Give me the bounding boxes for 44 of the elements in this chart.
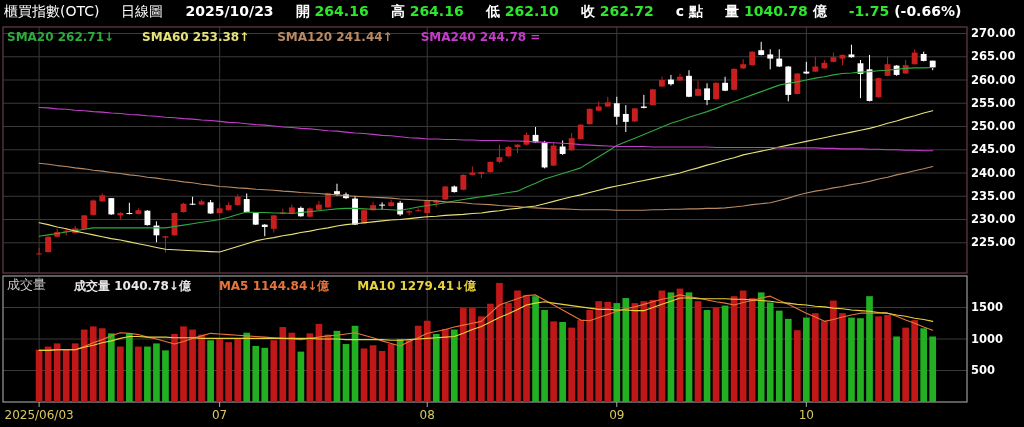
xtick: 10 xyxy=(798,408,814,422)
ytick: 230.00 xyxy=(971,212,1016,226)
ytick: 250.00 xyxy=(971,119,1016,133)
ytick: 1500 xyxy=(971,300,1003,314)
header: 高 xyxy=(390,3,405,19)
legend: SMA240 244.78 = xyxy=(420,30,541,44)
ytick: 270.00 xyxy=(971,26,1016,40)
header: 億 xyxy=(812,3,827,19)
ytick: 245.00 xyxy=(971,142,1016,157)
ytick: 265.00 xyxy=(971,49,1016,64)
header: 264.16 xyxy=(409,3,464,19)
header: 開 xyxy=(295,3,310,19)
header: c xyxy=(675,3,685,19)
legend: MA5 1144.84↓億 xyxy=(218,279,330,293)
xtick: 08 xyxy=(419,408,435,422)
header: 2025/10/23 xyxy=(185,3,274,19)
header: -1.75 xyxy=(848,3,890,19)
ytick: 500 xyxy=(971,363,995,377)
ytick: 255.00 xyxy=(971,95,1016,110)
xtick: 2025/06/03 xyxy=(4,408,74,422)
header: 點 xyxy=(689,3,704,19)
legend: SMA60 253.38↑ xyxy=(142,30,250,44)
header: 262.10 xyxy=(504,3,559,19)
ytick: 235.00 xyxy=(971,188,1016,203)
header: (-0.66%) xyxy=(894,3,962,19)
xtick: 07 xyxy=(212,408,228,422)
header: 量 xyxy=(725,3,740,19)
header: 櫃買指數(OTC) xyxy=(4,3,100,19)
ytick: 240.00 xyxy=(971,165,1016,180)
header: 日線圖 xyxy=(121,3,164,19)
header: 262.72 xyxy=(599,3,654,19)
legend: SMA20 262.71↓ xyxy=(7,30,115,44)
legend: MA10 1279.41↓億 xyxy=(357,279,477,293)
ytick: 225.00 xyxy=(971,235,1016,250)
legend: SMA120 241.44↑ xyxy=(277,30,393,44)
legend: 成交量 1040.78↓億 xyxy=(74,279,191,293)
header: 低 xyxy=(485,3,500,19)
header: 1040.78 xyxy=(744,3,808,19)
ytick: 1000 xyxy=(971,331,1003,346)
xtick: 09 xyxy=(609,408,625,422)
ytick: 260.00 xyxy=(971,72,1016,87)
title: 成交量 xyxy=(7,277,46,292)
header: 264.16 xyxy=(314,3,369,19)
header: 收 xyxy=(580,3,595,19)
